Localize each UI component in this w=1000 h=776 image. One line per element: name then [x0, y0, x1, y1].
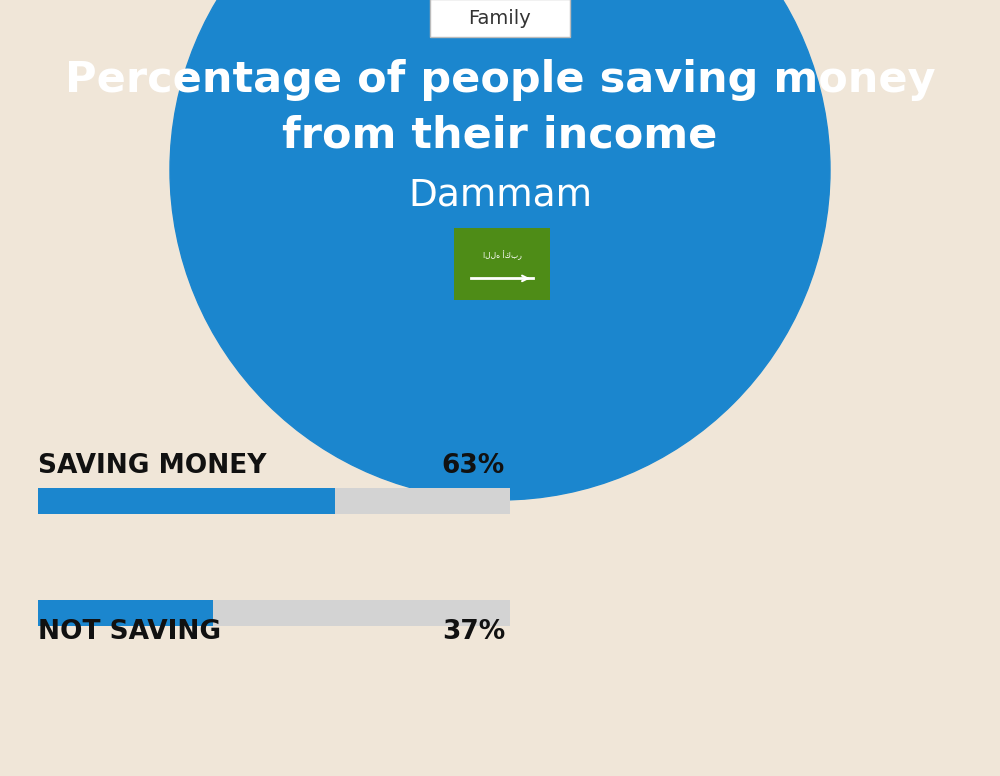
- Bar: [38, 488, 510, 514]
- Text: SAVING MONEY: SAVING MONEY: [38, 453, 266, 479]
- Text: NOT SAVING: NOT SAVING: [38, 619, 221, 645]
- Bar: [38, 600, 510, 626]
- Bar: [38, 600, 213, 626]
- Bar: [38, 488, 335, 514]
- Text: 37%: 37%: [442, 619, 505, 645]
- Text: الله أكبر: الله أكبر: [483, 251, 521, 260]
- Bar: [454, 228, 550, 300]
- Circle shape: [170, 0, 830, 500]
- Text: 63%: 63%: [442, 453, 505, 479]
- Text: Family: Family: [469, 9, 531, 27]
- Text: Percentage of people saving money: Percentage of people saving money: [65, 59, 935, 101]
- Text: from their income: from their income: [282, 114, 718, 156]
- Text: Dammam: Dammam: [408, 177, 592, 213]
- FancyBboxPatch shape: [430, 0, 570, 37]
